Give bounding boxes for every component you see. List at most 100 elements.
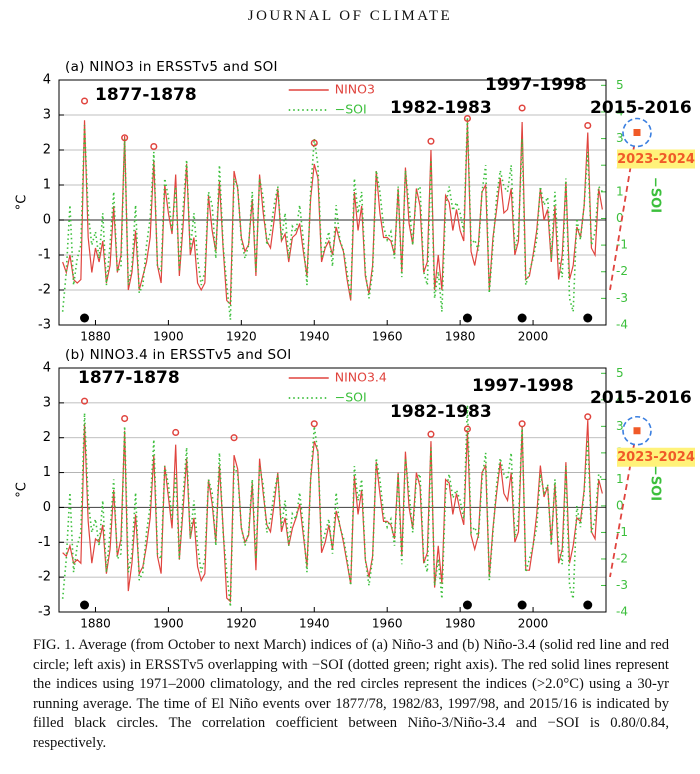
series-line [61,405,604,607]
y2-tick-label: 0 [616,211,624,225]
event-label: 1877-1878 [78,368,180,388]
y-tick-label: 3 [43,108,51,123]
y-tick-label: 0 [43,500,51,515]
event-label: 1997-1998 [485,75,587,95]
x-tick-label: 1960 [372,330,403,344]
peak-circle [80,397,89,405]
peak-circle [121,134,129,142]
y2-tick-label: -1 [616,525,628,539]
plot-frame [58,79,607,326]
x-tick-label: 1980 [445,617,476,631]
y2-tick-label: 4 [616,104,624,118]
x-tick-label: 1880 [80,330,111,344]
y-tick-label: -1 [38,535,51,550]
legend-label: NINO3 [335,82,375,97]
peak-circle [518,104,526,112]
y-tick-label: 1 [43,178,51,193]
x-tick-label: 1920 [226,330,257,344]
event-dot [583,600,593,610]
x-tick-label: 1900 [153,330,184,344]
y2-axis-label: −SOI [648,177,663,213]
highlight-label: 2023-2024 [617,450,695,465]
peak-circle [427,137,435,145]
x-tick-label: 1940 [299,617,330,631]
plot-frame [58,367,607,613]
series-line [62,420,603,603]
x-tick-label: 1880 [80,617,111,631]
x-tick-label: 2000 [518,617,549,631]
x-tick-label: 1920 [226,617,257,631]
event-label: 2015-2016 [590,388,692,408]
peak-circle [150,142,158,151]
x-tick-label: 2000 [518,330,549,344]
y2-tick-label: -3 [616,578,628,592]
panel-title: (b) NINO3.4 in ERSSTv5 and SOI [65,347,292,363]
highlight-ring [622,117,652,148]
event-dot [80,313,90,323]
event-label: 1877-1878 [95,85,197,105]
y-tick-label: 3 [43,395,51,410]
y2-tick-label: -3 [616,291,628,305]
highlight-label: 2023-2024 [617,152,695,167]
y2-axis-label: −SOI [648,465,663,501]
x-tick-label: 1940 [299,330,330,344]
y-tick-label: 2 [43,430,51,445]
trend-dash [609,146,635,291]
peak-circle [172,428,180,437]
figure: -3 -2 -1 0 1 2 3 4 -4 -3 -2 -1 0 1 2 3 4 5 1880 1900 1920 194… [15,59,695,631]
y2-tick-label: 4 [616,392,624,406]
peak-circle [463,114,471,123]
peak-circle [427,430,435,438]
journal-header: JOURNAL OF CLIMATE [247,8,453,24]
figure-caption: FIG. 1. Average (from October to next Ma… [33,637,669,751]
y-tick-label: -2 [38,283,51,298]
event-label: 1997-1998 [472,376,574,396]
y2-tick-label: 1 [616,472,624,486]
peak-circle [310,420,318,428]
y-tick-label: 4 [43,73,51,88]
event-label: 1982-1983 [390,402,492,422]
y2-tick-label: -4 [616,318,628,332]
peak-circle [310,139,318,147]
event-dot [517,600,527,610]
y-tick-label: 2 [43,143,51,158]
y-tick-label: -1 [38,248,51,263]
peak-circle [584,413,592,421]
y2-tick-label: 1 [616,184,624,198]
y-axis-label: °C [15,195,30,211]
highlight-label-box [617,447,695,467]
event-dot [80,600,90,610]
y2-tick-label: -4 [616,605,628,619]
x-tick-label: 1980 [445,330,476,344]
y-tick-label: 4 [43,361,51,376]
y2-tick-label: 3 [616,419,624,433]
y-tick-label: 1 [43,465,51,480]
y-tick-label: -3 [38,318,51,333]
legend-label: −SOI [335,102,367,117]
y-tick-label: -2 [38,570,51,585]
peak-circle [463,425,471,433]
y2-tick-label: -2 [616,551,628,565]
panel-title: (a) NINO3 in ERSSTv5 and SOI [65,59,278,75]
event-label: 1982-1983 [390,98,492,118]
legend-label: −SOI [335,390,367,405]
x-tick-label: 1960 [372,617,403,631]
legend-label: NINO3.4 [335,370,387,385]
peak-circle [230,434,238,442]
trend-dash [609,444,635,578]
y2-tick-label: 0 [616,498,624,512]
event-dot [462,600,472,610]
highlight-label-box [617,149,695,169]
peak-circle [121,414,129,423]
y-tick-label: 0 [43,213,51,228]
x-tick-label: 1900 [153,617,184,631]
highlight-mark [633,129,641,136]
y-axis-label: °C [15,482,30,498]
y2-tick-label: 5 [616,78,624,92]
event-label: 2015-2016 [590,98,692,118]
highlight-mark [633,427,641,435]
event-dot [517,313,527,323]
y2-tick-label: 3 [616,131,624,145]
highlight-ring [622,415,652,446]
